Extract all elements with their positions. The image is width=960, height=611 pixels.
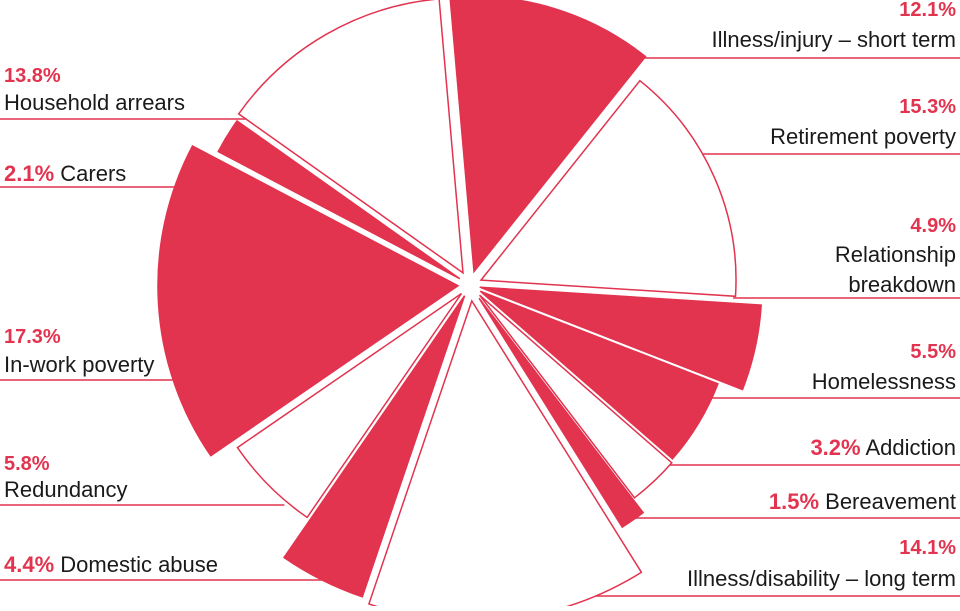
slice-name-1: Retirement poverty: [770, 124, 956, 149]
leader-lines: [0, 57, 960, 597]
slice-name-2-line-1: breakdown: [848, 272, 956, 297]
pie-slice-2: [479, 286, 762, 391]
slice-label-7: 4.4% Domestic abuse: [4, 552, 218, 577]
pie-slice-3: [479, 290, 719, 460]
pie-slice-0: [449, 0, 647, 274]
slice-value-4: 3.2%: [810, 435, 860, 460]
slice-label-10: 2.1% Carers: [4, 161, 126, 186]
pie-slice-8: [236, 292, 463, 519]
slice-value-0: 12.1%: [899, 0, 956, 21]
labels: 12.1% Illness/injury – short term 15.3% Ret…: [4, 0, 956, 591]
slices: [157, 0, 762, 611]
slice-name-0: Illness/injury – short term: [711, 27, 956, 52]
slice-name-2-line-0: Relationship: [835, 242, 956, 267]
slice-value-8: 5.8%: [4, 453, 50, 475]
slice-value-5: 1.5%: [769, 489, 819, 514]
slice-value-9: 17.3%: [4, 326, 61, 348]
slice-name-3: Homelessness: [812, 369, 956, 394]
slice-name-5: Bereavement: [819, 489, 956, 514]
slice-value-6: 14.1%: [899, 537, 956, 559]
slice-value-10: 2.1%: [4, 161, 54, 186]
pie-slice-6: [367, 299, 643, 611]
pie-slice-10: [217, 119, 461, 280]
pie-slice-5: [478, 297, 645, 529]
pie-slice-11: [237, 0, 464, 275]
pie-slice-1: [479, 79, 737, 298]
slice-name-7: Domestic abuse: [54, 552, 218, 577]
slice-value-11: 13.8%: [4, 65, 61, 87]
slice-name-10: Carers: [54, 161, 126, 186]
slice-name-4: Addiction: [861, 435, 956, 460]
pie-slice-9: [157, 144, 460, 457]
slice-name-11: Household arrears: [4, 90, 185, 115]
slice-name-9: In-work poverty: [4, 352, 154, 377]
slice-value-2: 4.9%: [910, 215, 956, 237]
slice-label-5: 1.5% Bereavement: [769, 489, 956, 514]
pie-slice-4: [479, 294, 673, 499]
pie-slice-7: [282, 295, 466, 598]
slice-value-7: 4.4%: [4, 552, 54, 577]
slice-label-4: 3.2% Addiction: [810, 435, 956, 460]
slice-name-8: Redundancy: [4, 477, 128, 502]
slice-value-3: 5.5%: [910, 341, 956, 363]
slice-value-1: 15.3%: [899, 96, 956, 118]
slice-name-6: Illness/disability – long term: [687, 566, 956, 591]
